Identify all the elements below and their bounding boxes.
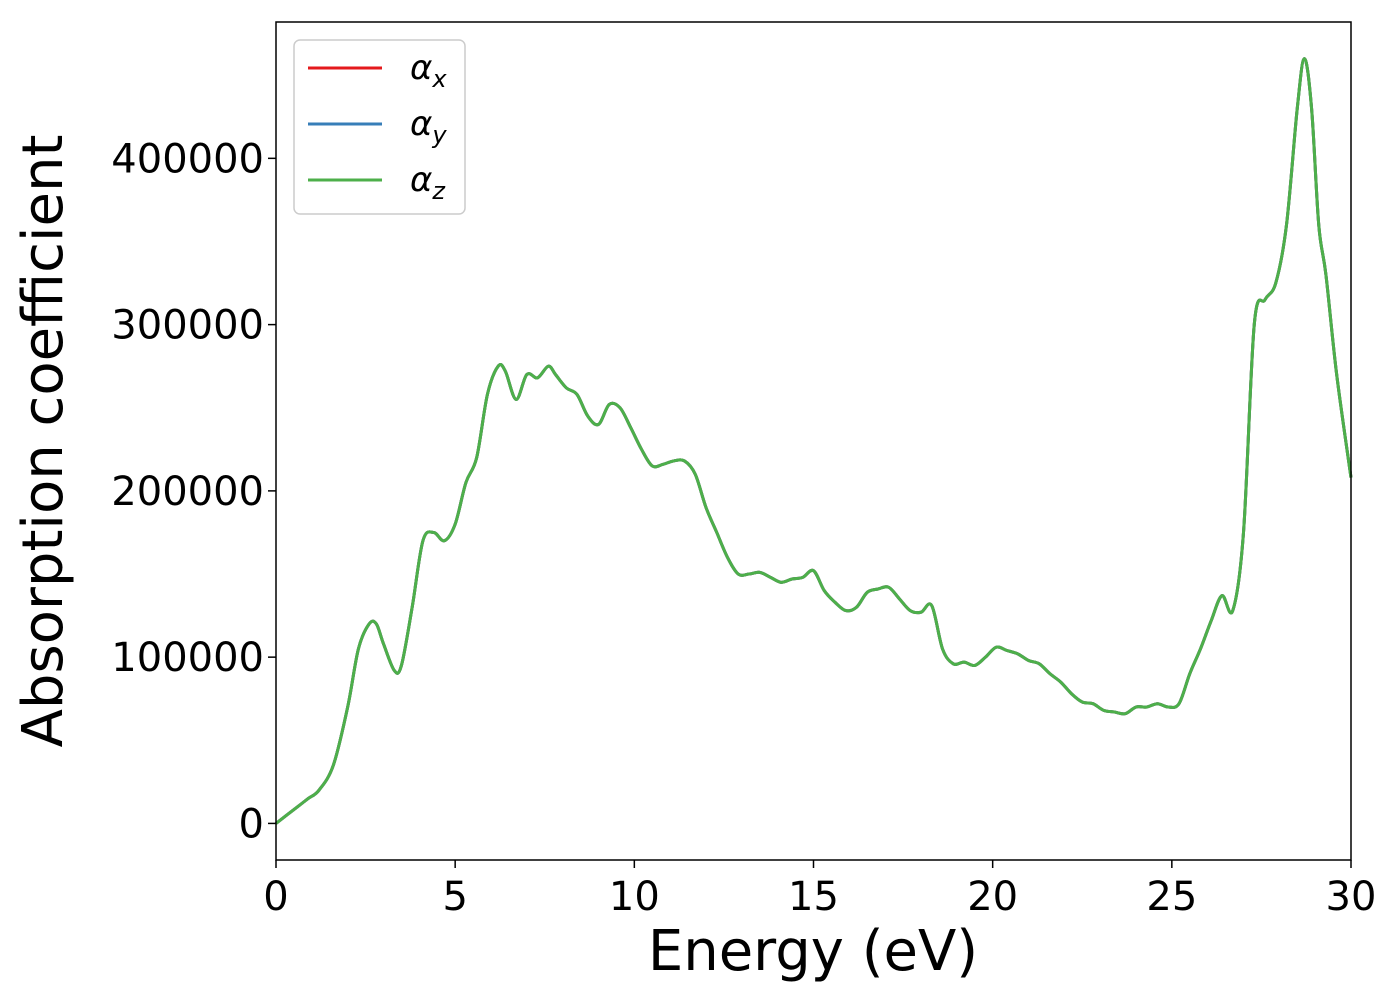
y-tick-label: 100000	[111, 635, 264, 681]
y-tick-label: 300000	[111, 303, 264, 349]
legend-symbol: α	[410, 104, 432, 144]
x-tick-label: 30	[1326, 874, 1377, 920]
legend-label-alpha-z: αz	[410, 160, 446, 205]
y-tick-label: 200000	[111, 469, 264, 515]
legend-label-alpha-x: αx	[410, 48, 447, 93]
x-tick-label: 5	[442, 874, 467, 920]
legend-subscript: z	[431, 177, 446, 205]
x-tick-label: 20	[967, 874, 1018, 920]
y-axis-ticks: 0 100000 200000 300000 400000	[111, 136, 276, 847]
series-layer	[275, 57, 1353, 825]
x-tick-label: 25	[1146, 874, 1197, 920]
legend-subscript: x	[431, 65, 447, 93]
legend-subscript: y	[431, 121, 447, 149]
x-axis-label: Energy (eV)	[648, 919, 978, 984]
x-tick-label: 10	[609, 874, 660, 920]
legend-label-alpha-y: αy	[410, 104, 447, 149]
y-axis-label: Absorption coefficient	[11, 135, 76, 748]
y-tick-label: 400000	[111, 136, 264, 182]
x-axis-ticks: 0 5 10 15 20 25 30	[263, 860, 1376, 920]
y-tick-label: 0	[239, 801, 264, 847]
x-tick-label: 15	[788, 874, 839, 920]
legend-symbol: α	[410, 48, 432, 88]
series-line-alpha-z	[275, 57, 1353, 825]
x-tick-label: 0	[263, 874, 288, 920]
legend-frame	[293, 39, 466, 215]
legend-symbol: α	[410, 160, 432, 200]
